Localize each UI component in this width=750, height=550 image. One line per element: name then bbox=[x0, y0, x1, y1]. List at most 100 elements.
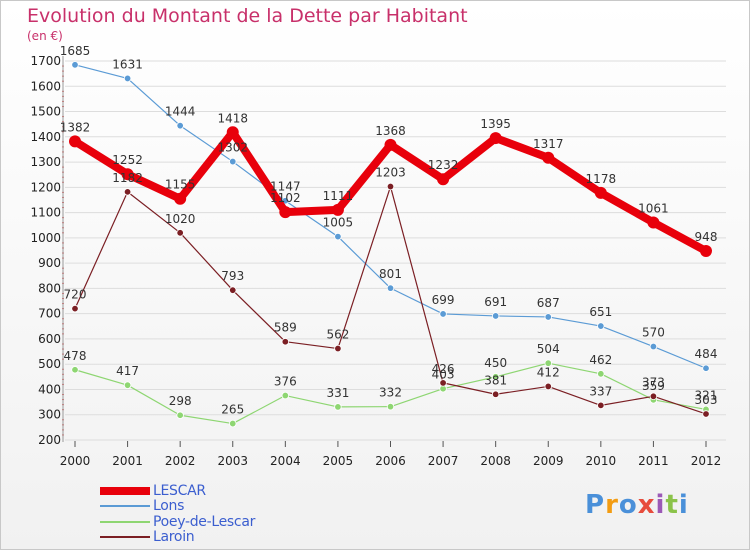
data-label: 1631 bbox=[112, 57, 143, 71]
data-point bbox=[123, 381, 132, 389]
data-label: 1020 bbox=[165, 212, 196, 226]
data-label: 1203 bbox=[375, 166, 406, 180]
y-tick-label: 1200 bbox=[30, 180, 61, 194]
data-label: 478 bbox=[64, 349, 87, 363]
legend-swatch bbox=[100, 520, 150, 523]
data-label: 720 bbox=[64, 288, 87, 302]
y-tick-label: 500 bbox=[38, 357, 61, 371]
data-point bbox=[174, 192, 187, 205]
data-point bbox=[386, 284, 395, 292]
y-tick-label: 200 bbox=[38, 433, 61, 447]
x-tick-label: 2010 bbox=[586, 454, 617, 468]
data-label: 1685 bbox=[60, 44, 91, 58]
y-tick-label: 900 bbox=[38, 256, 61, 270]
data-point bbox=[594, 186, 607, 199]
data-label: 376 bbox=[274, 375, 297, 389]
data-point bbox=[489, 132, 502, 145]
data-label: 373 bbox=[642, 375, 665, 389]
y-tick-label: 700 bbox=[38, 307, 61, 321]
data-point bbox=[702, 364, 710, 372]
data-point bbox=[491, 312, 500, 320]
data-point bbox=[597, 370, 605, 378]
data-label: 1444 bbox=[165, 105, 196, 119]
data-point bbox=[334, 232, 342, 241]
y-tick-label: 1000 bbox=[30, 231, 61, 245]
y-tick-label: 300 bbox=[38, 408, 61, 422]
y-tick-label: 1100 bbox=[30, 206, 61, 220]
legend-label: Poey-de-Lescar bbox=[153, 513, 256, 530]
y-tick-label: 1600 bbox=[30, 79, 61, 93]
data-point bbox=[384, 138, 397, 151]
data-label: 589 bbox=[274, 321, 297, 335]
y-tick-label: 1500 bbox=[30, 105, 61, 119]
legend: LESCAR Lons Poey-de-Lescar Laroin bbox=[100, 483, 255, 545]
data-label: 359 bbox=[642, 379, 665, 393]
chart-title: Evolution du Montant de la Dette par Hab… bbox=[27, 5, 468, 27]
data-label: 651 bbox=[589, 305, 612, 319]
data-point bbox=[176, 121, 184, 130]
data-label: 426 bbox=[432, 362, 455, 376]
data-point bbox=[334, 403, 342, 411]
x-tick-label: 2009 bbox=[533, 454, 564, 468]
data-point bbox=[123, 74, 132, 83]
legend-item: LESCAR bbox=[100, 483, 255, 499]
data-label: 417 bbox=[116, 364, 139, 378]
legend-item: Laroin bbox=[100, 529, 255, 545]
grid-lines bbox=[65, 60, 726, 441]
data-point bbox=[176, 229, 184, 237]
data-point bbox=[176, 411, 184, 419]
data-label: 1178 bbox=[586, 172, 617, 186]
data-label: 337 bbox=[589, 384, 612, 398]
data-label: 1155 bbox=[165, 178, 196, 192]
y-tick-label: 400 bbox=[38, 382, 61, 396]
data-point bbox=[229, 157, 237, 166]
data-label: 948 bbox=[695, 230, 718, 244]
x-tick-label: 2002 bbox=[165, 454, 196, 468]
data-label: 1111 bbox=[323, 189, 354, 203]
legend-item: Lons bbox=[100, 498, 255, 515]
x-tick-label: 2008 bbox=[480, 454, 511, 468]
data-label: 1382 bbox=[60, 120, 91, 134]
data-label: 331 bbox=[326, 386, 349, 400]
y-tick-label: 1700 bbox=[30, 54, 61, 68]
data-point bbox=[226, 126, 239, 139]
axes: 200 300 400 500 600 700 800 900 1000 1100 1200 1300… bbox=[30, 54, 721, 468]
data-label: 1102 bbox=[270, 191, 301, 205]
x-tick-label: 2000 bbox=[60, 454, 91, 468]
data-label: 793 bbox=[221, 269, 244, 283]
data-label: 1368 bbox=[375, 124, 406, 138]
data-point bbox=[649, 342, 658, 351]
x-tick-label: 2004 bbox=[270, 454, 301, 468]
data-point bbox=[331, 203, 344, 216]
data-point bbox=[439, 310, 447, 318]
legend-swatch bbox=[100, 536, 150, 539]
series-group bbox=[69, 61, 712, 428]
data-point bbox=[491, 373, 500, 381]
data-point bbox=[229, 419, 237, 428]
data-point bbox=[334, 344, 342, 353]
data-label: 1252 bbox=[112, 153, 143, 167]
data-label: 1147 bbox=[270, 180, 301, 194]
data-point bbox=[121, 168, 134, 181]
data-label: 801 bbox=[379, 267, 402, 281]
data-label: 570 bbox=[642, 326, 665, 340]
y-tick-label: 600 bbox=[38, 332, 61, 346]
data-label: 504 bbox=[537, 342, 560, 356]
data-label: 321 bbox=[695, 388, 718, 402]
data-point bbox=[544, 313, 552, 321]
y-tick-label: 1400 bbox=[30, 130, 61, 144]
data-label: 1061 bbox=[638, 201, 669, 215]
chart-unit-label: (en €) bbox=[27, 29, 63, 43]
x-tick-label: 2006 bbox=[375, 454, 406, 468]
data-label: 381 bbox=[484, 373, 507, 387]
legend-label: Lons bbox=[153, 498, 185, 515]
data-label: 1005 bbox=[323, 216, 354, 230]
data-label: 699 bbox=[432, 293, 455, 307]
data-point bbox=[649, 392, 658, 400]
data-point bbox=[71, 366, 79, 374]
data-label: 687 bbox=[537, 296, 560, 310]
data-labels: 1685 1631 1444 1302 1147 1005 801 699 691 687 651 5… bbox=[60, 44, 718, 417]
data-point bbox=[597, 401, 605, 410]
data-point bbox=[491, 390, 500, 398]
legend-swatch bbox=[100, 505, 150, 508]
